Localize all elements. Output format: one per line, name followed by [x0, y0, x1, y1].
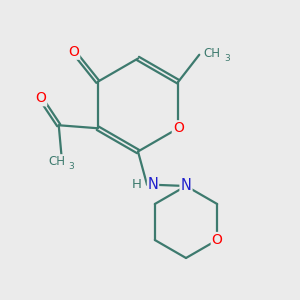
Text: O: O: [173, 121, 184, 135]
Text: CH: CH: [204, 47, 221, 60]
Text: 3: 3: [68, 162, 74, 171]
Text: O: O: [212, 233, 223, 247]
Text: H: H: [132, 178, 141, 191]
Text: O: O: [68, 45, 79, 59]
Text: CH: CH: [48, 155, 65, 168]
Text: N: N: [148, 177, 158, 192]
Text: O: O: [35, 91, 46, 105]
Text: N: N: [181, 178, 191, 194]
Text: 3: 3: [224, 54, 230, 63]
